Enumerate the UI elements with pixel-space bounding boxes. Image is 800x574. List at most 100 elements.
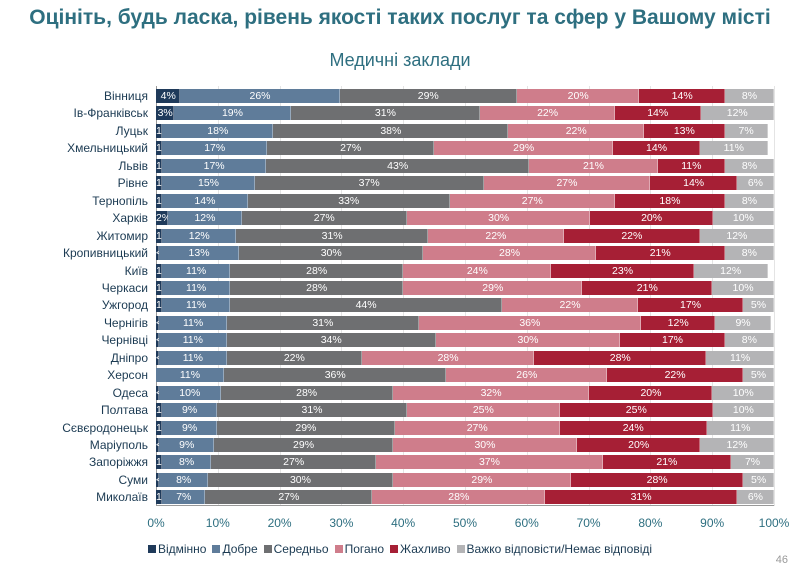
- bar-segment: 27%: [211, 455, 377, 470]
- bar-row: 1%11%28%29%21%10%: [156, 280, 774, 295]
- bar-segment: 8%: [162, 455, 212, 470]
- data-label: 29%: [295, 421, 317, 434]
- x-axis-line: [156, 505, 774, 506]
- data-label: 6%: [747, 177, 764, 190]
- data-label: 11%: [179, 369, 201, 382]
- category-label: Херсон: [107, 368, 148, 383]
- bar-row: 2% 12% 27% 30% 20% 10%: [156, 211, 774, 226]
- bar-segment: 30%: [392, 438, 578, 452]
- legend-swatch: [390, 545, 398, 553]
- bar-segment: 7%: [162, 490, 206, 505]
- bar-segment: 6%: [736, 176, 774, 191]
- bar-segment: 21%: [529, 158, 658, 173]
- bar-segment: 10%: [712, 385, 774, 400]
- legend-swatch: [456, 545, 465, 553]
- data-label: 20%: [567, 90, 589, 102]
- data-label: 14%: [194, 194, 216, 207]
- data-label: 31%: [630, 491, 652, 504]
- bar-segment: 20%: [577, 438, 701, 452]
- data-label: 14%: [646, 142, 668, 155]
- bar-segment: 20%: [516, 89, 640, 103]
- data-label: 29%: [293, 439, 315, 451]
- bar-segment: 8%: [724, 246, 774, 261]
- data-label: 27%: [521, 194, 543, 207]
- data-label: 11%: [186, 281, 207, 294]
- data-label: 22%: [559, 299, 581, 312]
- data-label: 9%: [179, 439, 195, 451]
- gridline: [774, 86, 775, 506]
- data-label: 11%: [681, 159, 702, 172]
- data-label: 28%: [437, 351, 459, 364]
- data-label: 12%: [667, 316, 689, 329]
- gridline: [403, 86, 405, 506]
- data-label: 8%: [741, 247, 757, 260]
- bar-segment: 21%: [602, 455, 732, 470]
- x-tick-label: 100%: [758, 516, 790, 530]
- data-label: 17%: [204, 142, 226, 155]
- data-label: 11%: [182, 334, 203, 347]
- bar-segment: 5%: [743, 368, 774, 383]
- bar-segment: 5%: [743, 472, 774, 487]
- legend-item: Добре: [212, 542, 258, 556]
- category-label: Тернопіль: [92, 193, 148, 208]
- bar-segment: 17%: [162, 158, 267, 173]
- bar-row: 1%12%31%22%22%12%: [156, 228, 774, 243]
- bar-segment: 9%: [159, 438, 215, 452]
- data-label: 19%: [221, 107, 243, 120]
- bar-row: 1%17%27%29%14%11%: [156, 141, 774, 156]
- bar-row: 1%9%31%25%25%10%: [156, 403, 774, 418]
- data-label: 22%: [283, 351, 305, 364]
- data-label: 12%: [726, 107, 748, 120]
- bar-row: 1%11%28%24%23%12%: [156, 263, 774, 278]
- category-label: Чернігів: [103, 315, 148, 330]
- data-label: 29%: [417, 90, 439, 102]
- category-label: Луцьк: [115, 123, 148, 138]
- data-label: 33%: [338, 194, 360, 207]
- data-label: 5%: [750, 299, 767, 312]
- bar-segment: 29%: [339, 89, 517, 103]
- chart-subtitle: Медичні заклади: [329, 50, 471, 70]
- data-label: 31%: [301, 404, 323, 417]
- data-label: 22%: [565, 124, 587, 137]
- legend: Відмінно Добре Середньо Погано Жахливо Важко …: [0, 542, 800, 556]
- bar-segment: 37%: [376, 455, 603, 470]
- data-label: 31%: [312, 316, 334, 329]
- data-label: 22%: [485, 229, 507, 242]
- bar-segment: 11%: [162, 280, 231, 295]
- bar-segment: 8%: [725, 193, 774, 208]
- data-label: 10%: [179, 386, 201, 399]
- gridline: [712, 86, 714, 506]
- gridline: [341, 86, 343, 506]
- bar-segment: 4%: [156, 89, 181, 103]
- bar-segment: 22%: [427, 228, 564, 243]
- bar-segment: 29%: [392, 472, 572, 487]
- data-label: 44%: [355, 299, 377, 312]
- data-label: 14%: [647, 107, 669, 120]
- data-label: 13%: [673, 124, 695, 137]
- bar-segment: 36%: [418, 315, 642, 330]
- bar-segment: 36%: [223, 368, 447, 383]
- bar-segment: 8%: [724, 333, 774, 348]
- bar-segment: 12%: [641, 315, 716, 330]
- data-label: 28%: [646, 473, 668, 486]
- data-label: 20%: [640, 386, 662, 399]
- plot-area: 4%26%29%20%14%8%3%19%31%22%14%12%1%18%38…: [156, 86, 775, 506]
- data-label: 22%: [537, 107, 559, 120]
- bar-segment: 14%: [613, 141, 700, 156]
- data-label: 21%: [636, 281, 658, 294]
- category-label: Чернівці: [101, 333, 148, 348]
- data-label: 27%: [313, 212, 335, 225]
- data-label: 30%: [474, 439, 496, 451]
- data-label: 17%: [661, 334, 683, 347]
- x-tick-label: 0%: [147, 516, 165, 530]
- bar-segment: 10%: [159, 385, 221, 400]
- bar-segment: 22%: [563, 228, 700, 243]
- x-tick-label: 40%: [391, 516, 416, 530]
- data-label: 28%: [448, 491, 470, 504]
- data-label: 31%: [374, 107, 396, 120]
- bar-segment: 29%: [434, 141, 614, 156]
- bar-segment: 12%: [700, 106, 774, 121]
- data-label: 20%: [628, 439, 650, 451]
- x-tick-label: 60%: [514, 516, 539, 530]
- data-label: 24%: [466, 264, 488, 277]
